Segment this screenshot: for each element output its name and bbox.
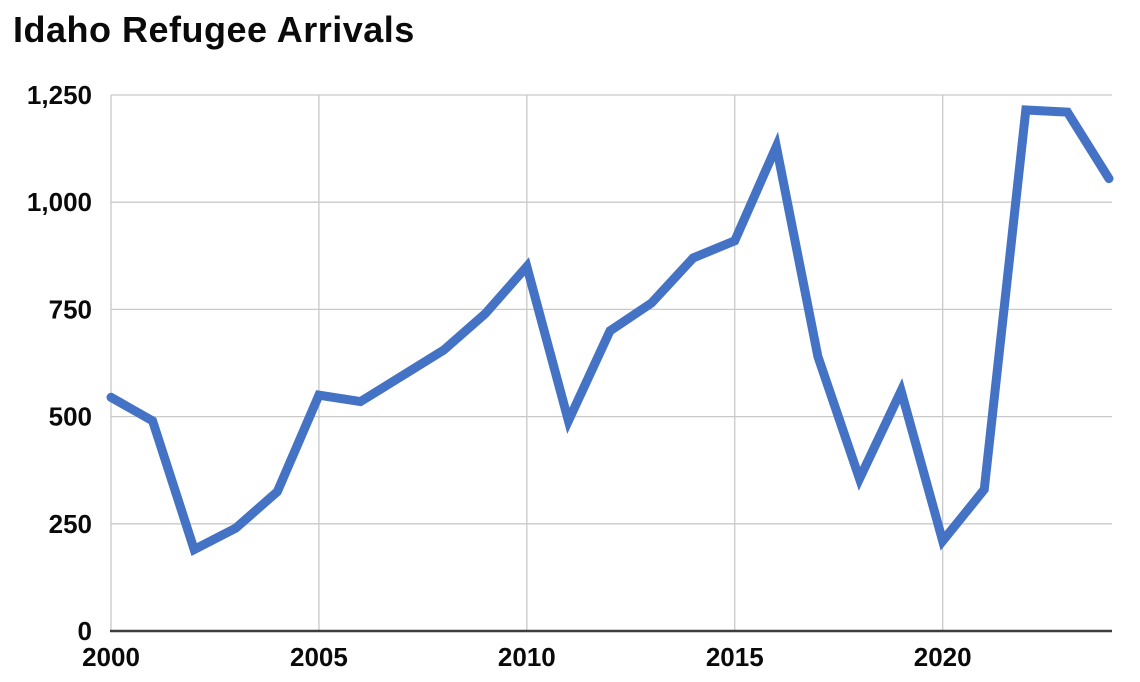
x-axis-label: 2015 [706,642,764,672]
y-axis-label: 1,250 [27,80,92,110]
y-axis-label: 750 [49,294,92,324]
y-axis-label: 0 [78,616,92,646]
x-axis-label: 2020 [914,642,972,672]
y-axis-label: 500 [49,402,92,432]
x-axis-label: 2010 [498,642,556,672]
x-axis-label: 2000 [82,642,140,672]
chart-title: Idaho Refugee Arrivals [13,9,415,50]
y-axis-label: 1,000 [27,187,92,217]
y-axis-label: 250 [49,509,92,539]
x-axis-label: 2005 [290,642,348,672]
data-series-line [106,105,1114,556]
